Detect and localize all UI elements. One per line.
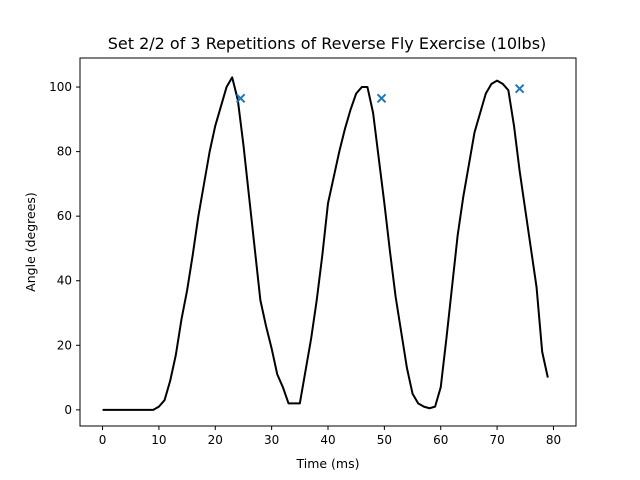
y-tick-label: 100 bbox=[49, 80, 72, 94]
peak-marker-stroke bbox=[514, 83, 525, 94]
peak-marker bbox=[514, 83, 525, 94]
peak-marker bbox=[376, 93, 387, 104]
peak-marker bbox=[235, 93, 246, 104]
series-line-0 bbox=[102, 76, 549, 411]
peak-marker-stroke bbox=[376, 93, 387, 104]
y-axis-label: Angle (degrees) bbox=[23, 192, 38, 292]
x-tick-label: 20 bbox=[208, 433, 223, 447]
peak-marker-stroke bbox=[235, 93, 246, 104]
plot-area: 0 10 20 30 40 50 60 70 80 0 20 40 60 80 100 bbox=[49, 76, 561, 447]
y-tick-label: 60 bbox=[57, 209, 72, 223]
x-tick-label: 0 bbox=[99, 433, 107, 447]
y-tick-label: 40 bbox=[57, 274, 72, 288]
y-tick-label: 0 bbox=[64, 403, 72, 417]
chart-title: Set 2/2 of 3 Repetitions of Reverse Fly … bbox=[108, 34, 547, 53]
plot-frame bbox=[79, 57, 577, 427]
y-tick-label: 20 bbox=[57, 338, 72, 352]
y-tick-label: 80 bbox=[57, 145, 72, 159]
x-tick-label: 80 bbox=[546, 433, 561, 447]
x-tick-label: 30 bbox=[264, 433, 279, 447]
x-tick-label: 70 bbox=[489, 433, 504, 447]
x-tick-label: 40 bbox=[320, 433, 335, 447]
x-tick-label: 50 bbox=[377, 433, 392, 447]
x-axis-label: Time (ms) bbox=[295, 456, 359, 471]
x-tick-label: 60 bbox=[433, 433, 448, 447]
x-tick-label: 10 bbox=[151, 433, 166, 447]
